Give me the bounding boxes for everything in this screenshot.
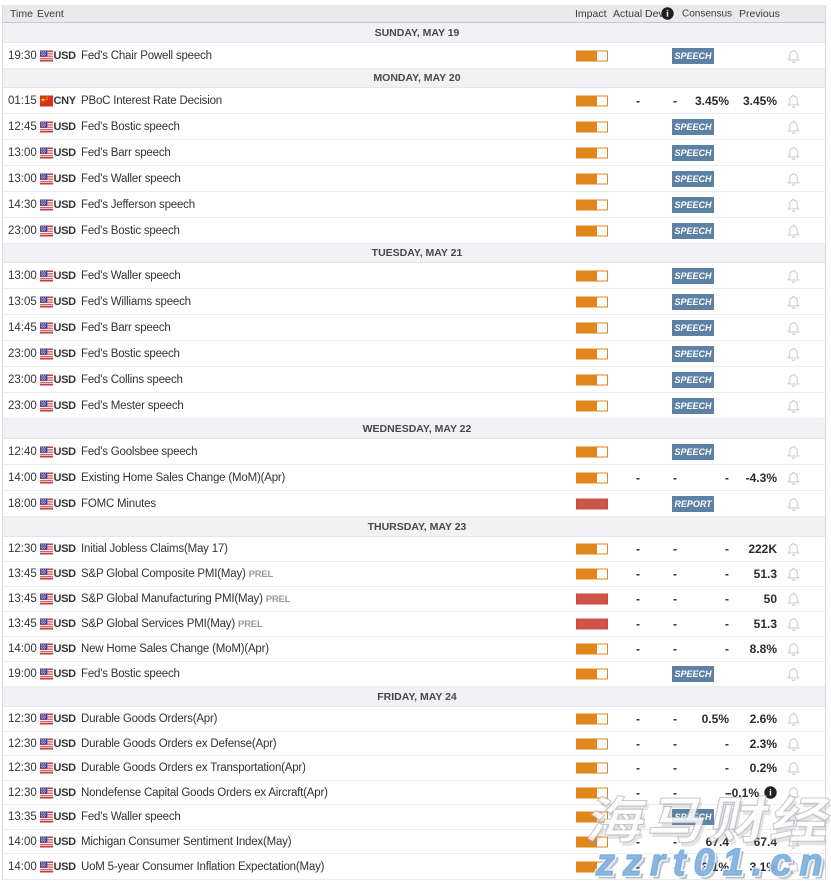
- svg-text:i: i: [666, 10, 669, 20]
- svg-text:zzrt01.cn: zzrt01.cn: [595, 842, 831, 884]
- svg-text:zzrt01.cn: zzrt01.cn: [598, 845, 831, 884]
- svg-text:zzrt01.cn: zzrt01.cn: [595, 842, 831, 884]
- svg-text:i: i: [769, 789, 772, 799]
